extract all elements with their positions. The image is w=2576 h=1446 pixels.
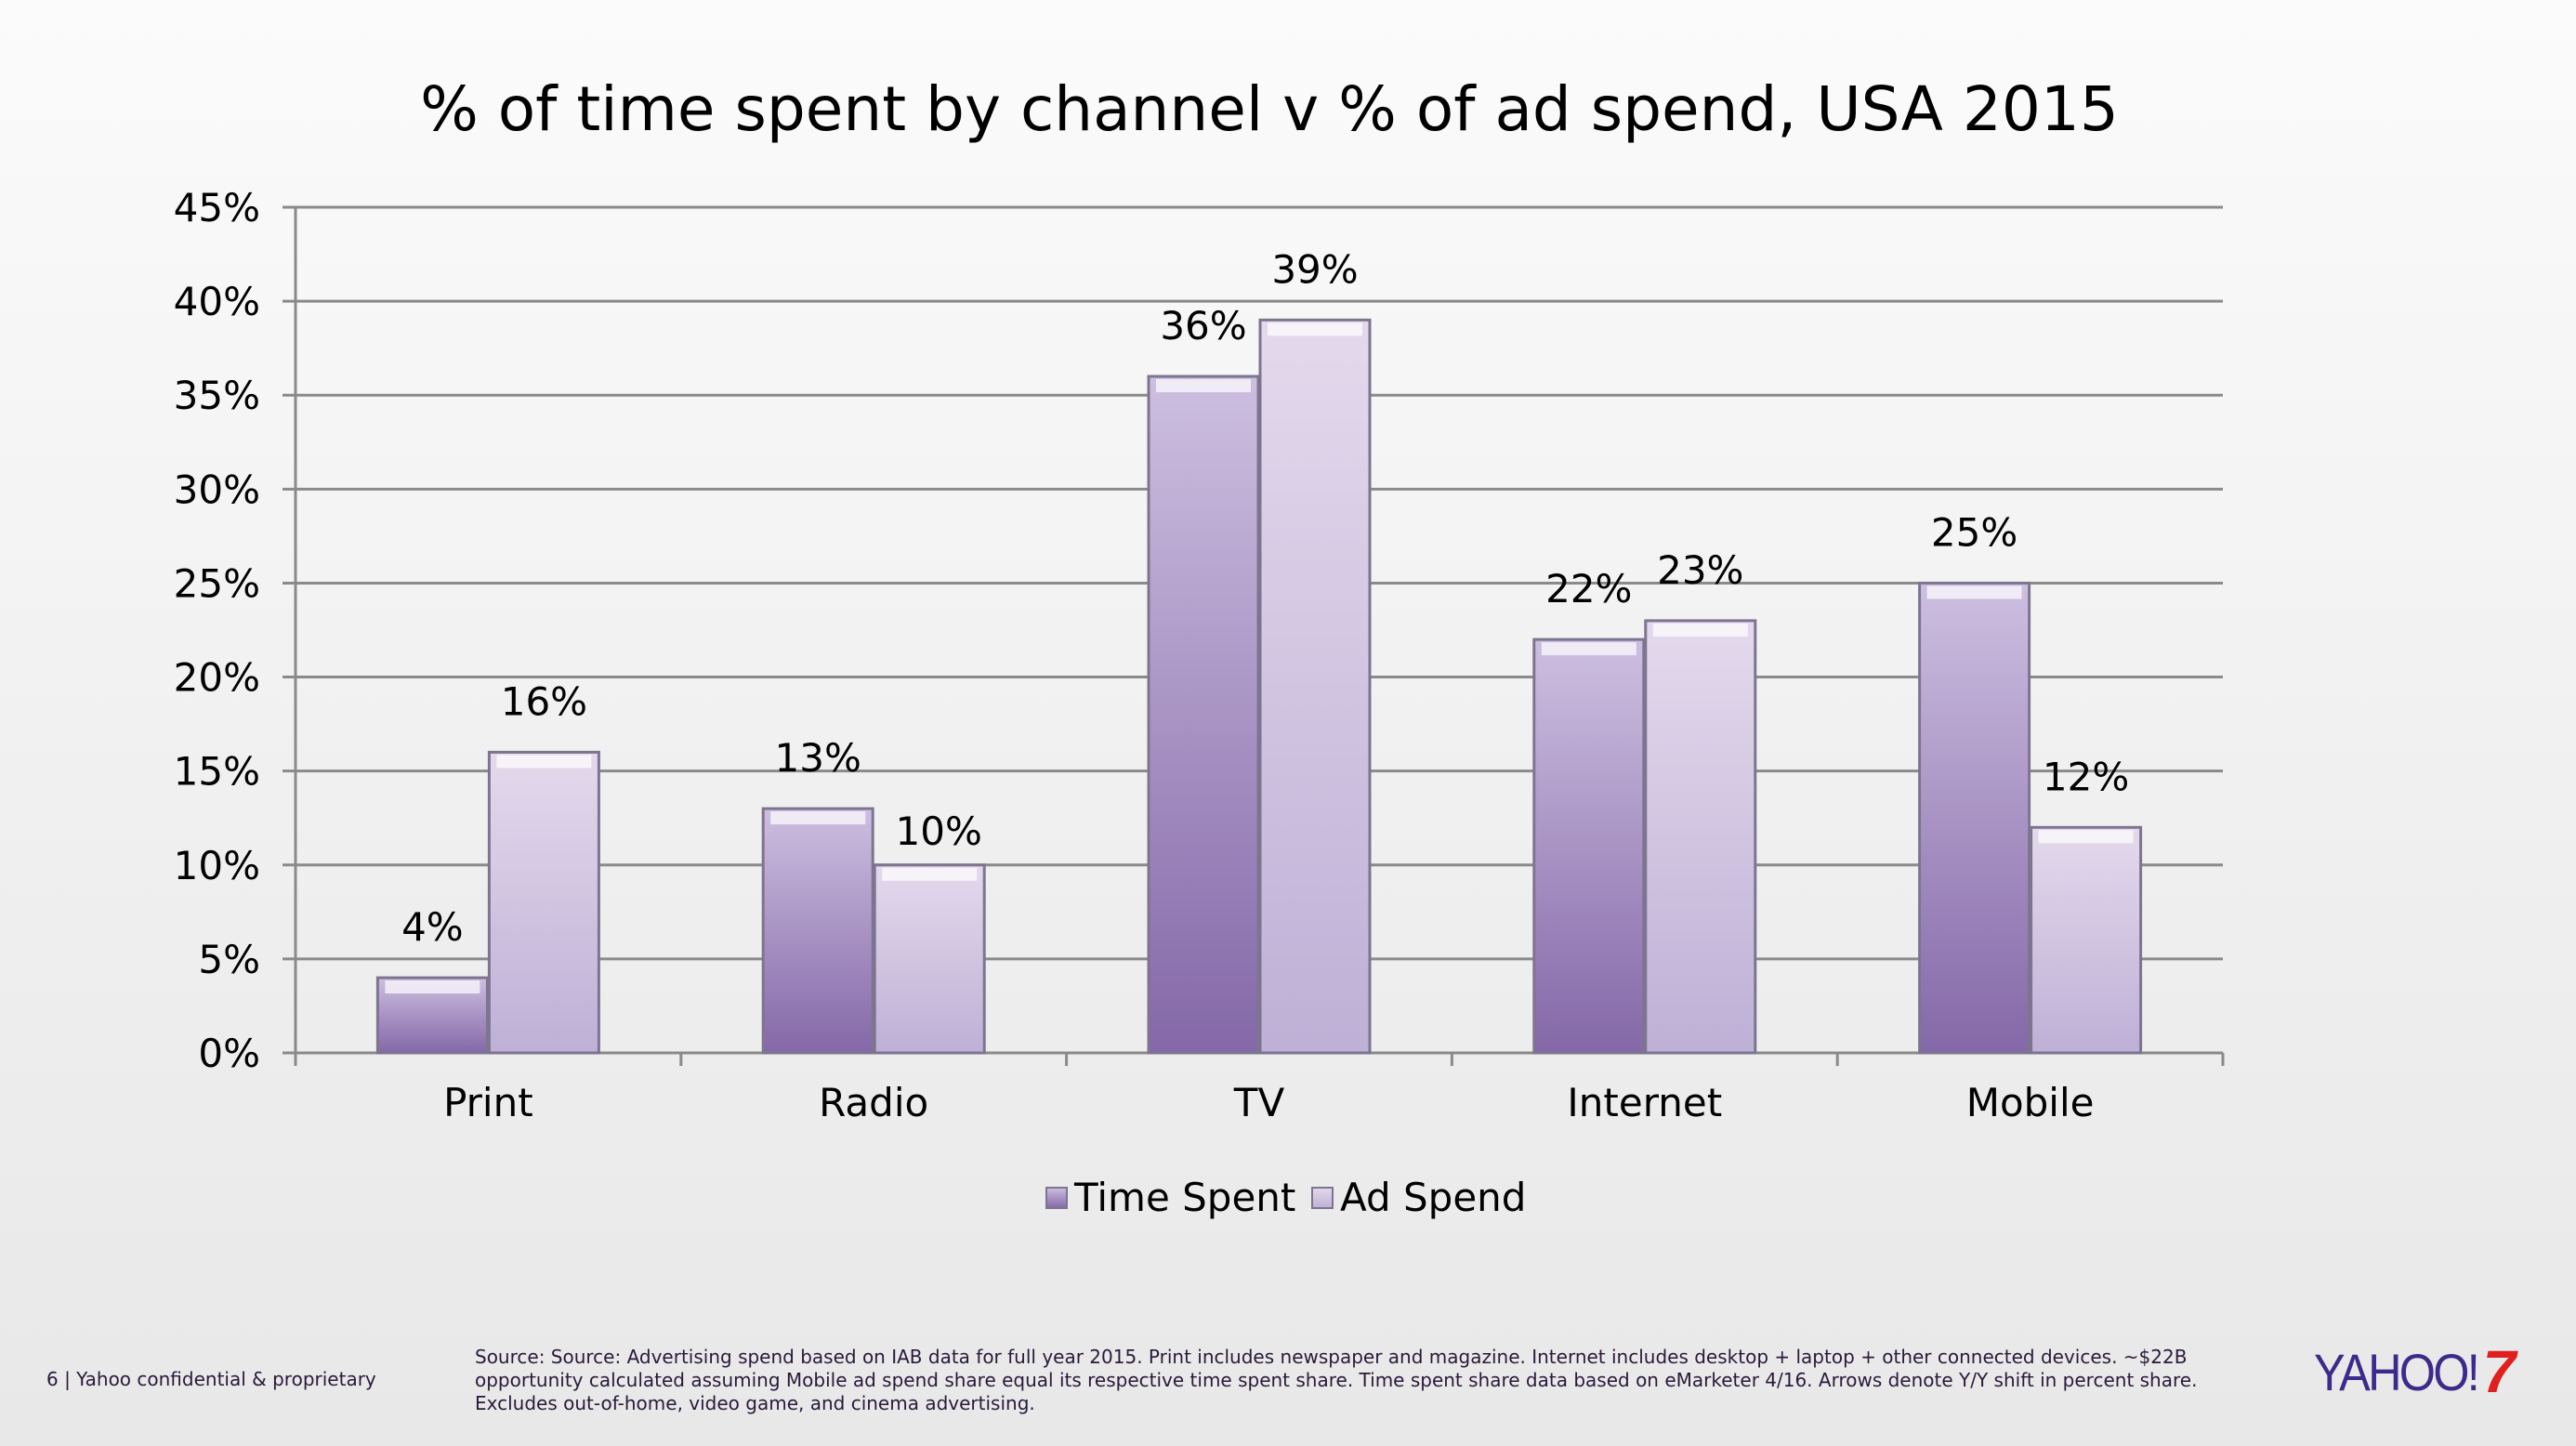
data-label: 4% — [401, 904, 464, 950]
bar-highlight — [1926, 585, 2022, 599]
y-tick-label: 30% — [174, 467, 260, 512]
data-label: 16% — [501, 678, 587, 724]
y-tick-label: 20% — [174, 655, 260, 701]
bar-time-spent — [1532, 638, 1646, 1055]
y-tick-label: 35% — [174, 373, 260, 418]
x-tick-label: Mobile — [1966, 1080, 2095, 1125]
bar-highlight — [1652, 623, 1748, 637]
bar-time-spent — [761, 807, 874, 1055]
data-label: 25% — [1931, 509, 2017, 555]
y-tick-label: 0% — [198, 1031, 260, 1076]
legend-label: Ad Spend — [1340, 1175, 1526, 1220]
data-label: 22% — [1545, 566, 1632, 611]
legend-swatch — [1311, 1187, 1334, 1209]
data-label: 36% — [1160, 303, 1246, 348]
source-note: Source: Source: Advertising spend based … — [475, 1346, 2198, 1414]
bar-highlight — [2038, 830, 2134, 844]
data-label: 39% — [1271, 246, 1358, 292]
data-label: 13% — [775, 735, 861, 781]
chart-title: % of time spent by channel v % of ad spe… — [420, 73, 2119, 145]
bar-highlight — [770, 811, 866, 825]
bar-ad-spend — [873, 863, 986, 1055]
bar-time-spent — [1918, 581, 2031, 1055]
x-tick-label: Radio — [819, 1080, 928, 1125]
data-label: 23% — [1657, 547, 1743, 593]
bar-highlight — [882, 867, 978, 881]
bar-ad-spend — [2030, 825, 2143, 1055]
data-label: 10% — [896, 808, 982, 854]
bar-highlight — [1156, 379, 1251, 392]
bar-highlight — [496, 755, 592, 769]
legend-label: Time Spent — [1073, 1175, 1295, 1220]
x-tick-label: Internet — [1567, 1080, 1722, 1125]
y-tick-label: 5% — [198, 937, 260, 982]
y-tick-label: 45% — [174, 185, 260, 230]
y-tick-label: 40% — [174, 279, 260, 324]
yahoo7-logo: YAHOO! 7 — [2314, 1338, 2517, 1405]
bar-ad-spend — [1258, 318, 1372, 1055]
bar-ad-spend — [487, 750, 600, 1055]
y-tick-label: 10% — [174, 843, 260, 888]
y-tick-label: 15% — [174, 749, 260, 795]
data-label: 12% — [2043, 754, 2129, 799]
bar-highlight — [1268, 322, 1362, 336]
x-tick-label: TV — [1233, 1080, 1285, 1125]
bar-highlight — [385, 980, 480, 994]
legend: Time Spent Ad Spend — [1045, 1175, 1526, 1220]
x-tick-label: Print — [443, 1080, 533, 1125]
legend-swatch — [1045, 1187, 1068, 1209]
page-number-label: 6 | Yahoo confidential & proprietary — [46, 1368, 376, 1390]
bar-highlight — [1541, 642, 1636, 656]
y-tick-label: 25% — [174, 560, 260, 606]
bar-time-spent — [1147, 375, 1260, 1055]
bar-ad-spend — [1644, 619, 1757, 1055]
